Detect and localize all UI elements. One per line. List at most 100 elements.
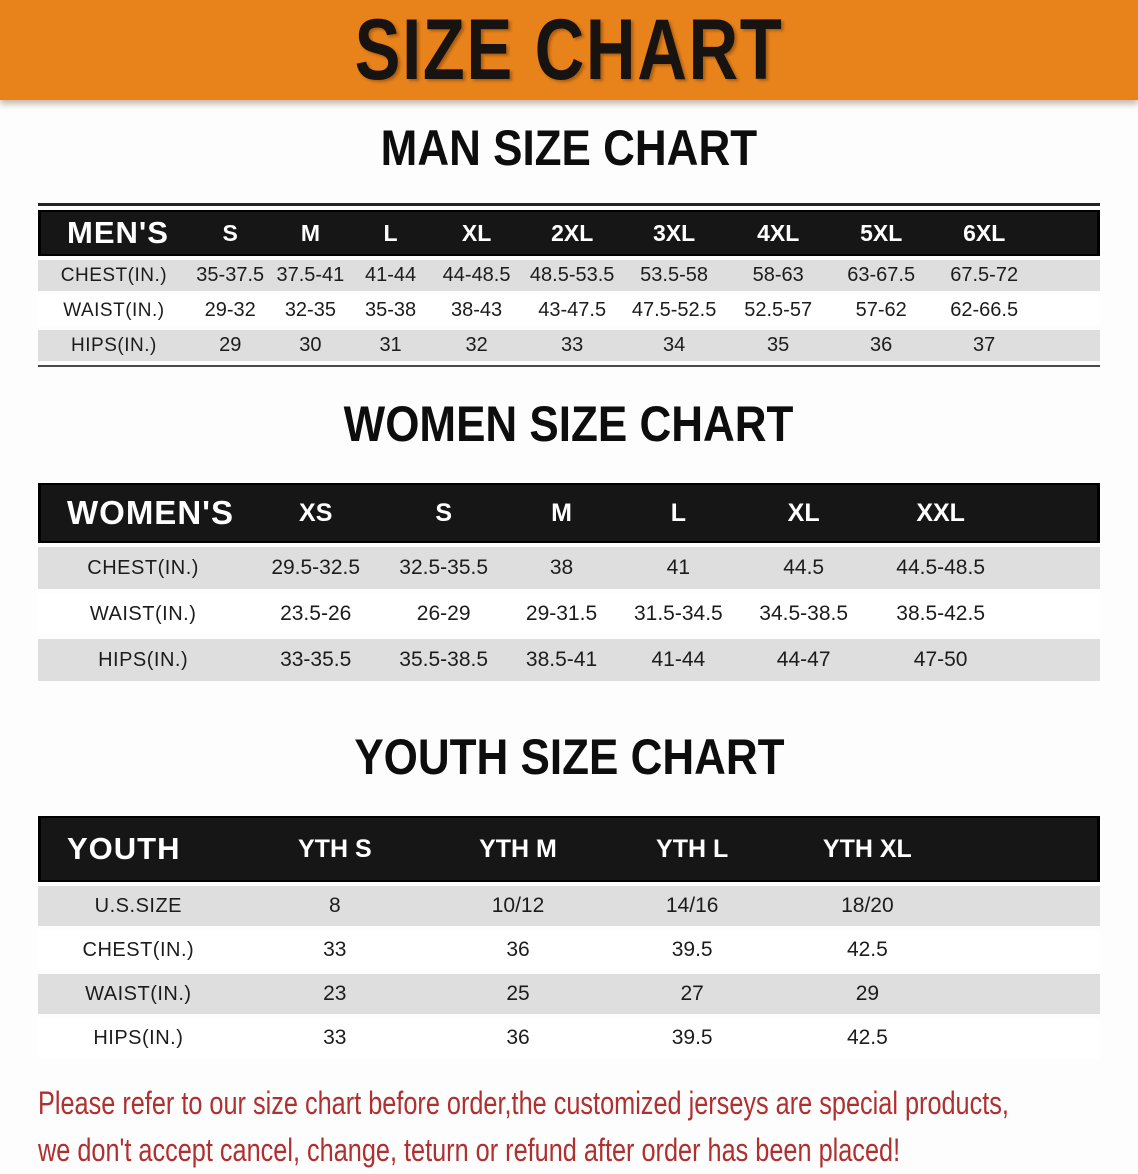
youth-row-filler	[955, 930, 1100, 970]
men-cell: 35-37.5	[189, 260, 271, 291]
youth-size-table: YOUTH YTH S YTH M YTH L YTH XL U.S.SIZE 8 10/12…	[38, 812, 1100, 1062]
men-cell: 33	[522, 330, 623, 361]
men-table-row: WAIST(IN.) 29-32 32-35 35-38 38-43 43-47.5 47.…	[38, 295, 1100, 326]
youth-cell: 8	[238, 886, 431, 926]
women-cell: 33-35.5	[248, 639, 384, 681]
men-size-header: XL	[430, 210, 523, 256]
men-table-row: HIPS(IN.) 29 30 31 32 33 34 35 36 37	[38, 330, 1100, 361]
men-cell: 34	[622, 330, 727, 361]
women-size-table: WOMEN'S XS S M L XL XXL CHEST(IN.) 29.5-32.5 32.5…	[38, 479, 1100, 685]
women-section-heading-text: WOMEN SIZE CHART	[344, 396, 794, 452]
women-row-filler	[1011, 639, 1100, 681]
youth-cell: 36	[430, 930, 606, 970]
women-cell: 38	[504, 547, 619, 589]
disclaimer-line-2: we don't accept cancel, change, teturn o…	[38, 1132, 901, 1168]
men-cell: 53.5-58	[622, 260, 727, 291]
women-row-filler	[1011, 547, 1100, 589]
men-cell: 37	[932, 330, 1037, 361]
women-size-header: L	[618, 483, 738, 543]
banner-title: SIZE CHART	[354, 2, 784, 98]
men-header-filler	[1036, 210, 1100, 256]
youth-cell: 29	[779, 974, 956, 1014]
men-row-label: WAIST(IN.)	[38, 295, 190, 326]
men-cell: 35-38	[350, 295, 431, 326]
men-size-header: 4XL	[726, 210, 831, 256]
youth-header-filler	[955, 816, 1100, 882]
women-row-label: HIPS(IN.)	[38, 639, 249, 681]
youth-size-header: YTH L	[605, 816, 780, 882]
women-size-table-wrap: WOMEN'S XS S M L XL XXL CHEST(IN.) 29.5-32.5 32.5…	[38, 479, 1100, 685]
youth-group-label: YOUTH	[38, 816, 239, 882]
youth-cell: 33	[238, 1018, 431, 1058]
men-size-header: 2XL	[522, 210, 623, 256]
women-header-row: WOMEN'S XS S M L XL XXL	[38, 483, 1100, 543]
youth-size-header: YTH M	[430, 816, 606, 882]
men-size-header: 6XL	[932, 210, 1037, 256]
youth-cell: 14/16	[605, 886, 780, 926]
men-size-header: S	[189, 210, 271, 256]
men-cell: 67.5-72	[932, 260, 1037, 291]
men-row-filler	[1036, 295, 1100, 326]
men-cell: 58-63	[726, 260, 831, 291]
women-cell: 35.5-38.5	[383, 639, 505, 681]
men-cell: 30	[270, 330, 351, 361]
men-table-row: CHEST(IN.) 35-37.5 37.5-41 41-44 44-48.5 48.5…	[38, 260, 1100, 291]
women-cell: 41-44	[618, 639, 738, 681]
men-cell: 48.5-53.5	[522, 260, 623, 291]
men-row-label: CHEST(IN.)	[38, 260, 190, 291]
youth-table-row: CHEST(IN.) 33 36 39.5 42.5	[38, 930, 1100, 970]
youth-size-header: YTH S	[238, 816, 431, 882]
men-cell: 36	[830, 330, 933, 361]
women-cell: 23.5-26	[248, 593, 384, 635]
men-cell: 63-67.5	[830, 260, 933, 291]
women-section-heading: WOMEN SIZE CHART	[0, 396, 1138, 461]
youth-table-row: HIPS(IN.) 33 36 39.5 42.5	[38, 1018, 1100, 1058]
men-row-label: HIPS(IN.)	[38, 330, 190, 361]
youth-header-row: YOUTH YTH S YTH M YTH L YTH XL	[38, 816, 1100, 882]
youth-row-label: CHEST(IN.)	[38, 930, 239, 970]
youth-cell: 18/20	[779, 886, 956, 926]
size-chart-banner: SIZE CHART	[0, 0, 1138, 100]
youth-cell: 23	[238, 974, 431, 1014]
men-section-heading-text: MAN SIZE CHART	[380, 120, 758, 176]
men-size-table: MEN'S S M L XL 2XL 3XL 4XL 5XL 6XL CHEST(IN.) 35-37…	[38, 206, 1100, 365]
youth-row-label: U.S.SIZE	[38, 886, 239, 926]
women-table-row: WAIST(IN.) 23.5-26 26-29 29-31.5 31.5-34.5 34…	[38, 593, 1100, 635]
youth-size-header: YTH XL	[779, 816, 956, 882]
women-cell: 29-31.5	[504, 593, 619, 635]
youth-cell: 33	[238, 930, 431, 970]
youth-row-filler	[955, 974, 1100, 1014]
women-cell: 26-29	[383, 593, 505, 635]
men-size-header: M	[270, 210, 351, 256]
women-cell: 44.5-48.5	[869, 547, 1012, 589]
men-cell: 38-43	[430, 295, 523, 326]
youth-cell: 25	[430, 974, 606, 1014]
women-cell: 29.5-32.5	[248, 547, 384, 589]
youth-cell: 27	[605, 974, 780, 1014]
women-cell: 44.5	[737, 547, 870, 589]
women-cell: 44-47	[737, 639, 870, 681]
men-cell: 37.5-41	[270, 260, 351, 291]
women-cell: 38.5-42.5	[869, 593, 1012, 635]
youth-cell: 10/12	[430, 886, 606, 926]
youth-cell: 39.5	[605, 1018, 780, 1058]
men-cell: 44-48.5	[430, 260, 523, 291]
youth-row-label: WAIST(IN.)	[38, 974, 239, 1014]
men-cell: 32-35	[270, 295, 351, 326]
women-size-header: M	[504, 483, 619, 543]
women-cell: 34.5-38.5	[737, 593, 870, 635]
women-cell: 32.5-35.5	[383, 547, 505, 589]
men-size-header: L	[350, 210, 431, 256]
women-cell: 31.5-34.5	[618, 593, 738, 635]
women-cell: 38.5-41	[504, 639, 619, 681]
youth-row-label: HIPS(IN.)	[38, 1018, 239, 1058]
women-cell: 47-50	[869, 639, 1012, 681]
men-cell: 32	[430, 330, 523, 361]
men-cell: 41-44	[350, 260, 431, 291]
men-size-table-wrap: MEN'S S M L XL 2XL 3XL 4XL 5XL 6XL CHEST(IN.) 35-37…	[38, 203, 1100, 367]
women-size-header: S	[383, 483, 505, 543]
women-size-header: XXL	[869, 483, 1012, 543]
men-header-row: MEN'S S M L XL 2XL 3XL 4XL 5XL 6XL	[38, 210, 1100, 256]
women-table-row: CHEST(IN.) 29.5-32.5 32.5-35.5 38 41 44.5 44.5…	[38, 547, 1100, 589]
disclaimer-line-1: Please refer to our size chart before or…	[38, 1085, 1009, 1121]
